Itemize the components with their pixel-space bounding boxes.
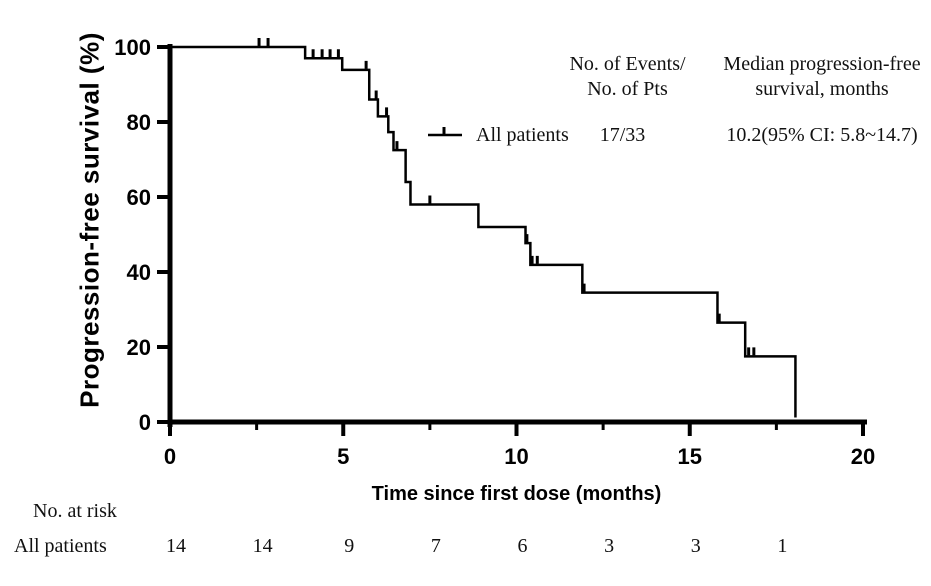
- x-tick-label: 10: [504, 444, 528, 469]
- x-axis-title: Time since first dose (months): [371, 483, 662, 505]
- y-tick-label: 100: [114, 35, 151, 60]
- legend-median-value: 10.2(95% CI: 5.8~14.7): [726, 124, 918, 146]
- x-tick-label: 0: [164, 444, 176, 469]
- risk-row-label: All patients: [14, 535, 107, 557]
- legend-median-header-line2: survival, months: [755, 78, 889, 100]
- risk-table-title: No. at risk: [33, 500, 117, 522]
- y-axis-title: Progression-free survival (%): [74, 32, 105, 408]
- legend-median-header-line1: Median progression-free: [723, 53, 921, 75]
- legend-key-all-patients: [428, 127, 462, 137]
- y-tick-label: 40: [127, 260, 151, 285]
- risk-value: 14: [252, 535, 273, 557]
- y-tick-label: 20: [127, 335, 151, 360]
- legend-events-value: 17/33: [599, 124, 646, 146]
- x-tick-label: 5: [337, 444, 349, 469]
- x-tick-label: 20: [851, 444, 875, 469]
- risk-value: 3: [690, 535, 701, 557]
- risk-value: 9: [344, 535, 355, 557]
- risk-value: 6: [517, 535, 528, 557]
- risk-value: 7: [430, 535, 441, 557]
- legend-events-header: No. of Events/ No. of Pts: [545, 52, 710, 102]
- legend-events-header-line1: No. of Events/: [569, 53, 686, 75]
- y-tick-label: 80: [127, 110, 151, 135]
- y-tick-label: 0: [139, 410, 151, 435]
- x-tick-label: 15: [678, 444, 702, 469]
- legend-events-header-line2: No. of Pts: [587, 78, 668, 100]
- risk-value: 14: [166, 535, 186, 557]
- legend-series-label: All patients: [476, 124, 569, 146]
- y-tick-label: 60: [127, 185, 151, 210]
- risk-value: 3: [604, 535, 615, 557]
- risk-value: 1: [777, 535, 788, 557]
- km-curve-all-patients: [170, 45, 797, 418]
- legend-median-header: Median progression-free survival, months: [703, 52, 931, 102]
